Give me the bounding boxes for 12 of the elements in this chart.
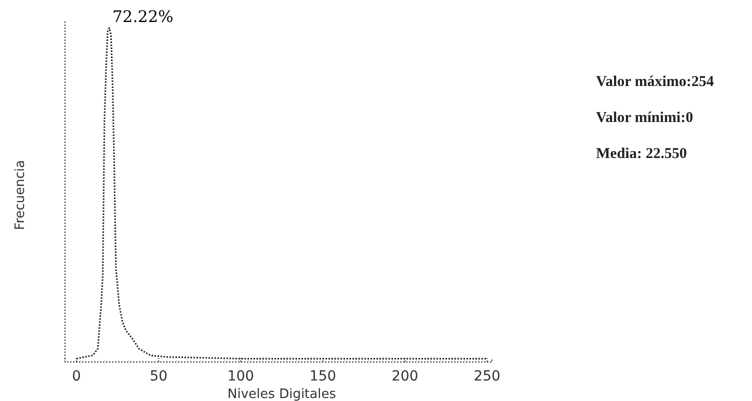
x-tick-label: 200: [392, 368, 418, 384]
text: Valor mínimi:0: [596, 110, 694, 126]
x-tick-label: 150: [309, 368, 336, 384]
y-axis-title: Frecuencia: [13, 160, 28, 230]
text: Media: 22.550: [596, 146, 687, 162]
x-axis-title: Niveles Digitales: [228, 387, 336, 401]
x-tick-label: 250: [474, 368, 500, 384]
x-tick-label: 100: [227, 368, 254, 384]
text: Valor máximo:254: [596, 74, 714, 90]
x-tick-label: 50: [150, 368, 168, 384]
annotation: 72.22%: [112, 7, 174, 26]
x-tick-label: 0: [72, 368, 81, 384]
